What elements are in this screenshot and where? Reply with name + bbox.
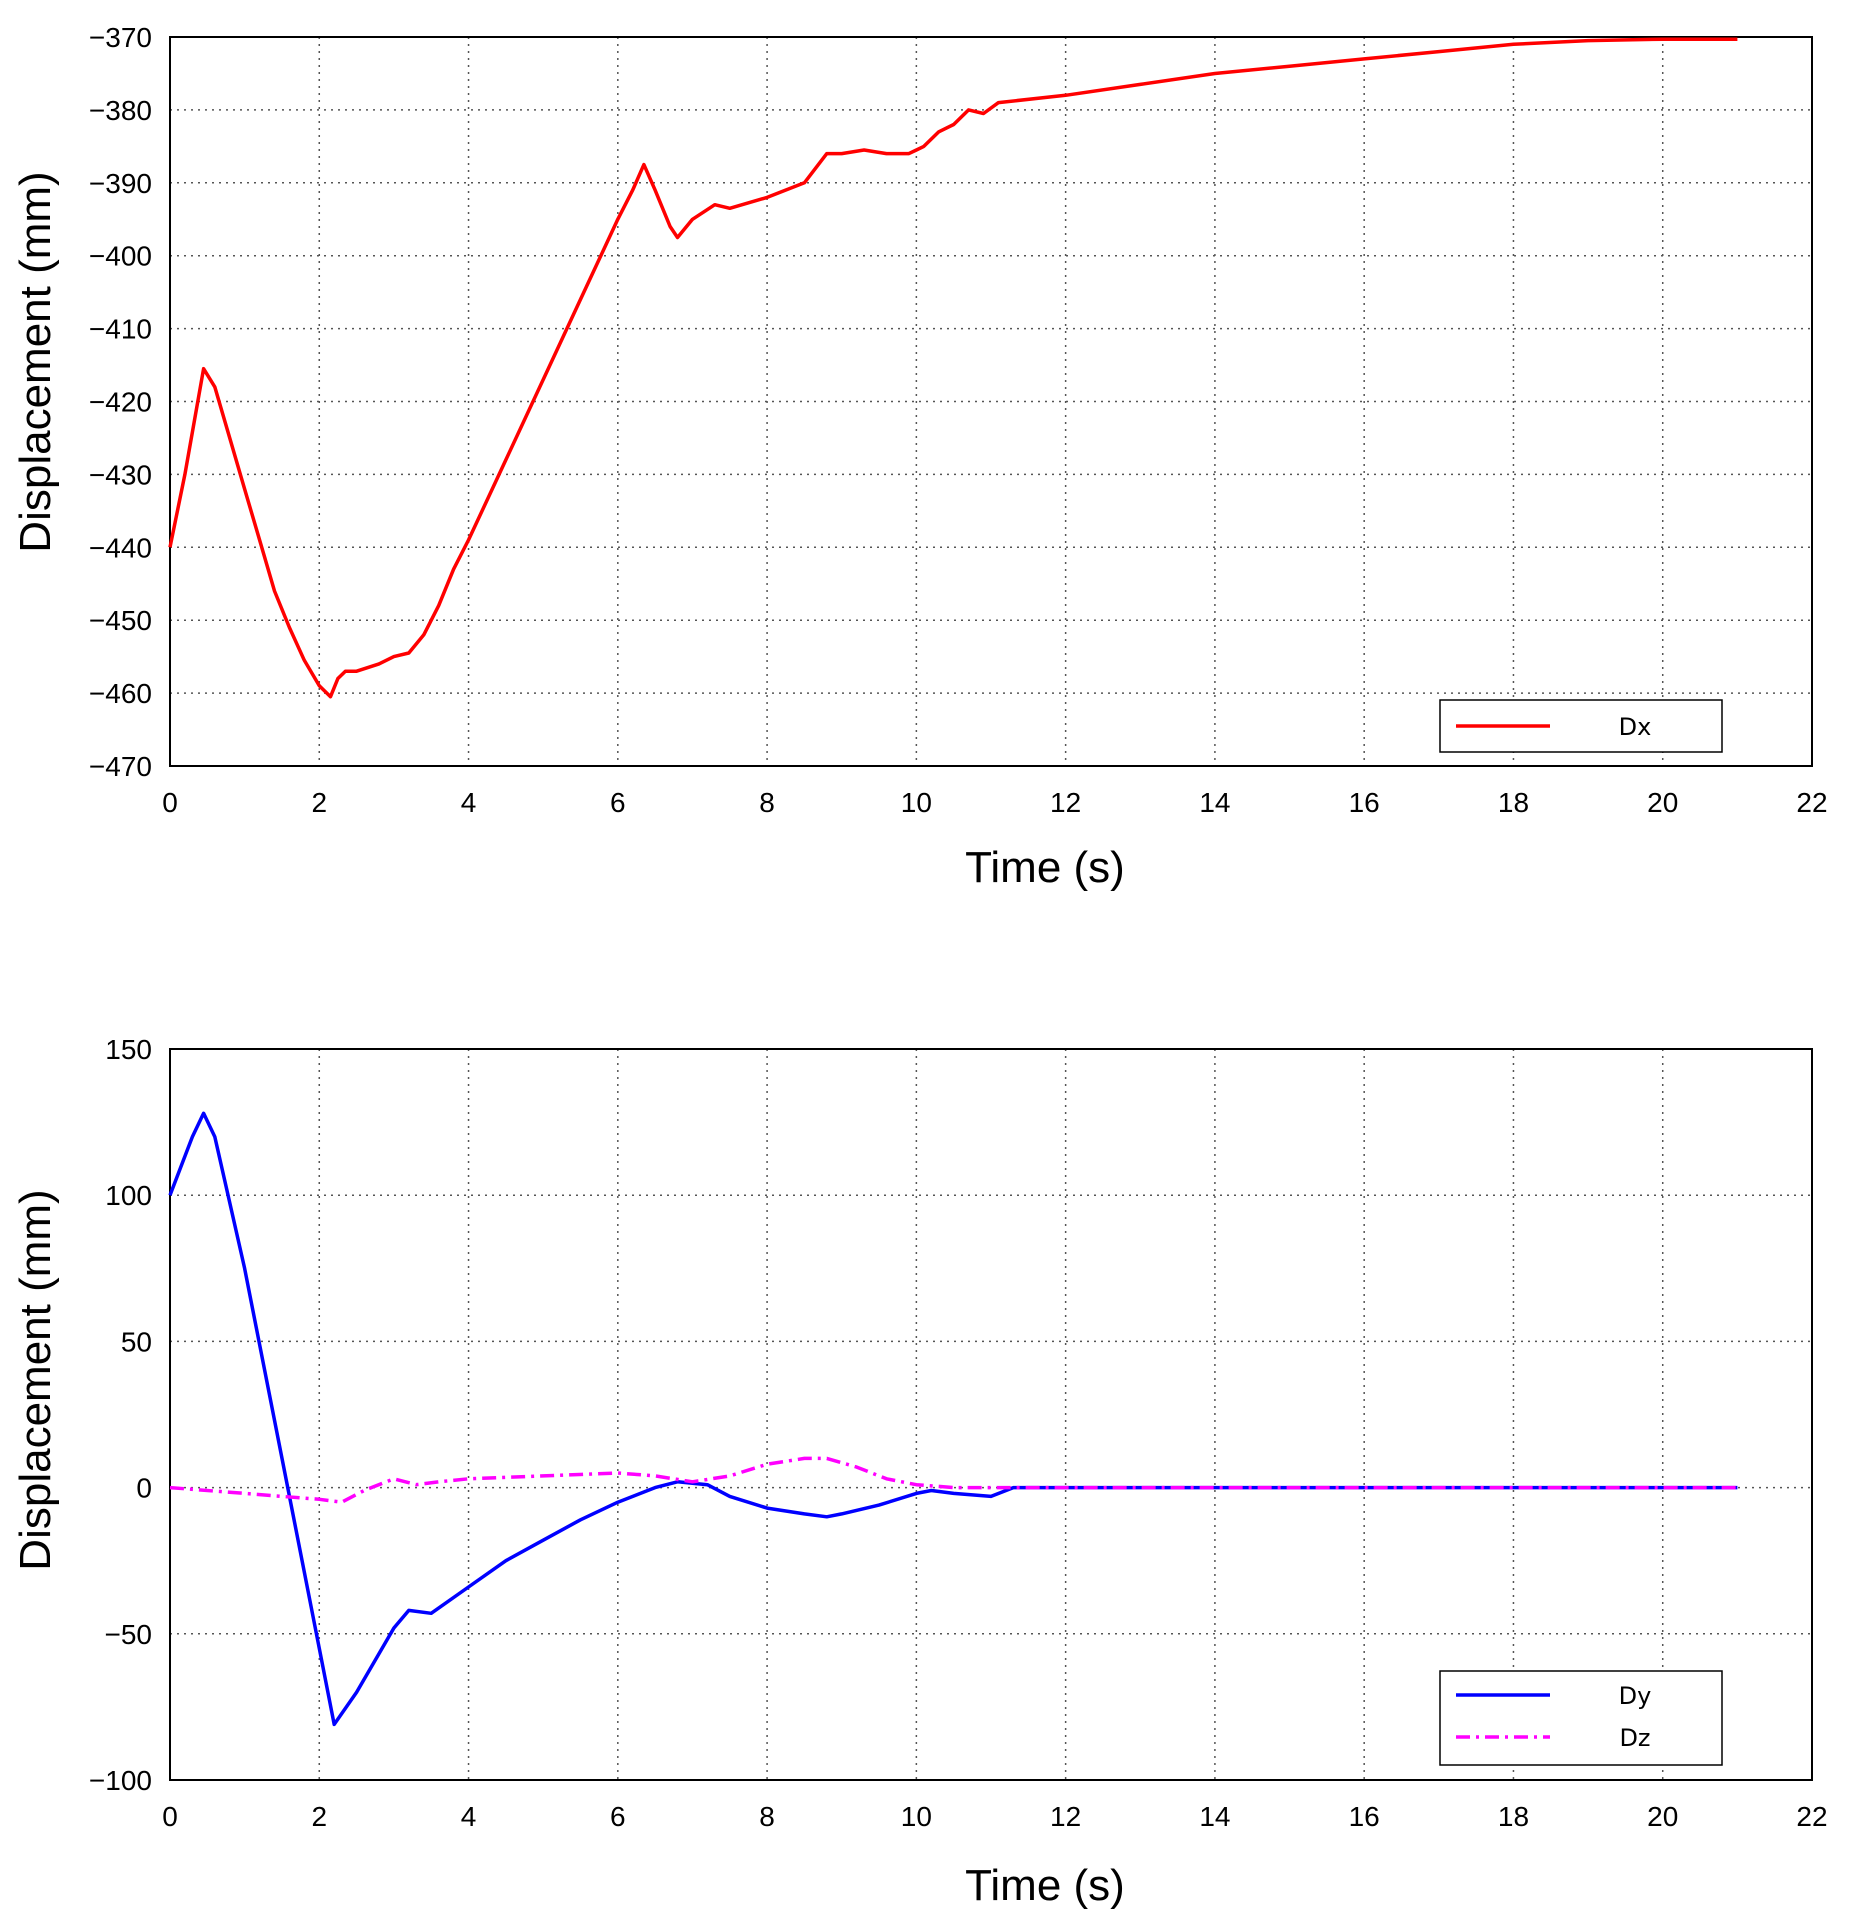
x-tick-label: 4 bbox=[461, 1801, 477, 1832]
x-axis-label: Time (s) bbox=[965, 843, 1125, 892]
legend: Dx bbox=[1439, 699, 1723, 753]
x-tick-label: 22 bbox=[1796, 787, 1827, 818]
x-tick-label: 18 bbox=[1498, 1801, 1529, 1832]
y-tick-label: 100 bbox=[105, 1180, 152, 1211]
plot-frame bbox=[169, 1048, 1813, 1781]
y-tick-label: −390 bbox=[89, 168, 152, 199]
x-tick-label: 22 bbox=[1796, 1801, 1827, 1832]
x-tick-label: 10 bbox=[901, 1801, 932, 1832]
legend-label-dx: Dx bbox=[1619, 713, 1652, 741]
x-tick-label: 8 bbox=[759, 787, 775, 818]
x-tick-label: 20 bbox=[1647, 787, 1678, 818]
y-axis-label: Displacement (mm) bbox=[11, 1189, 60, 1570]
y-tick-label: −450 bbox=[89, 605, 152, 636]
x-tick-label: 8 bbox=[759, 1801, 775, 1832]
plot-frame bbox=[169, 36, 1813, 767]
x-tick-label: 12 bbox=[1050, 1801, 1081, 1832]
x-tick-label: 2 bbox=[311, 787, 327, 818]
chart-dx: 0 2 4 6 8 10 12 14 16 18 20 22 −370 −380 −390 −400 −410 −… bbox=[11, 22, 1828, 892]
x-tick-label: 18 bbox=[1498, 787, 1529, 818]
x-tick-label: 6 bbox=[610, 787, 626, 818]
x-tick-label: 14 bbox=[1199, 787, 1230, 818]
x-tick-label: 0 bbox=[162, 787, 178, 818]
x-tick-label: 10 bbox=[901, 787, 932, 818]
y-tick-label: −460 bbox=[89, 678, 152, 709]
x-axis-label: Time (s) bbox=[965, 1861, 1125, 1910]
x-tick-label: 12 bbox=[1050, 787, 1081, 818]
y-tick-label: −470 bbox=[89, 751, 152, 782]
x-tick-label: 16 bbox=[1349, 787, 1380, 818]
y-tick-label: 50 bbox=[121, 1326, 152, 1357]
y-tick-label: −370 bbox=[89, 22, 152, 53]
series-line-dz bbox=[169, 1456, 1738, 1504]
x-tick-label: 4 bbox=[461, 787, 477, 818]
x-tick-label: 20 bbox=[1647, 1801, 1678, 1832]
legend-label-dy: Dy bbox=[1619, 1682, 1652, 1710]
series bbox=[168, 37, 1738, 699]
y-tick-label: −440 bbox=[89, 532, 152, 563]
y-tick-label: −380 bbox=[89, 95, 152, 126]
x-tick-label: 14 bbox=[1199, 1801, 1230, 1832]
grid bbox=[170, 1049, 1812, 1780]
legend-box bbox=[1439, 1670, 1723, 1766]
x-tick-label: 6 bbox=[610, 1801, 626, 1832]
y-tick-label: −100 bbox=[89, 1765, 152, 1796]
x-tick-label: 16 bbox=[1349, 1801, 1380, 1832]
y-tick-label: 150 bbox=[105, 1034, 152, 1065]
series-line-dx bbox=[168, 37, 1738, 699]
series-line-dy bbox=[168, 1111, 1738, 1727]
y-tick-label: −50 bbox=[105, 1619, 153, 1650]
x-tick-label: 0 bbox=[162, 1801, 178, 1832]
tick-labels: 0 2 4 6 8 10 12 14 16 18 20 22 −370 −380 −390 −400 −410 −… bbox=[89, 22, 1828, 818]
legend: Dy Dz bbox=[1439, 1670, 1723, 1766]
y-tick-label: 0 bbox=[136, 1473, 152, 1504]
y-tick-label: −410 bbox=[89, 314, 152, 345]
legend-label-dz: Dz bbox=[1619, 1724, 1650, 1752]
y-tick-label: −420 bbox=[89, 387, 152, 418]
y-tick-label: −400 bbox=[89, 241, 152, 272]
y-axis-label: Displacement (mm) bbox=[11, 171, 60, 552]
grid bbox=[170, 37, 1812, 766]
tick-labels: 0 2 4 6 8 10 12 14 16 18 20 22 150 100 50 0 −50 −100 bbox=[89, 1034, 1828, 1832]
chart-dy-dz: 0 2 4 6 8 10 12 14 16 18 20 22 150 100 50 0 −50 −100 Time… bbox=[11, 1034, 1828, 1910]
y-tick-label: −430 bbox=[89, 459, 152, 490]
x-tick-label: 2 bbox=[311, 1801, 327, 1832]
series bbox=[168, 1111, 1738, 1727]
